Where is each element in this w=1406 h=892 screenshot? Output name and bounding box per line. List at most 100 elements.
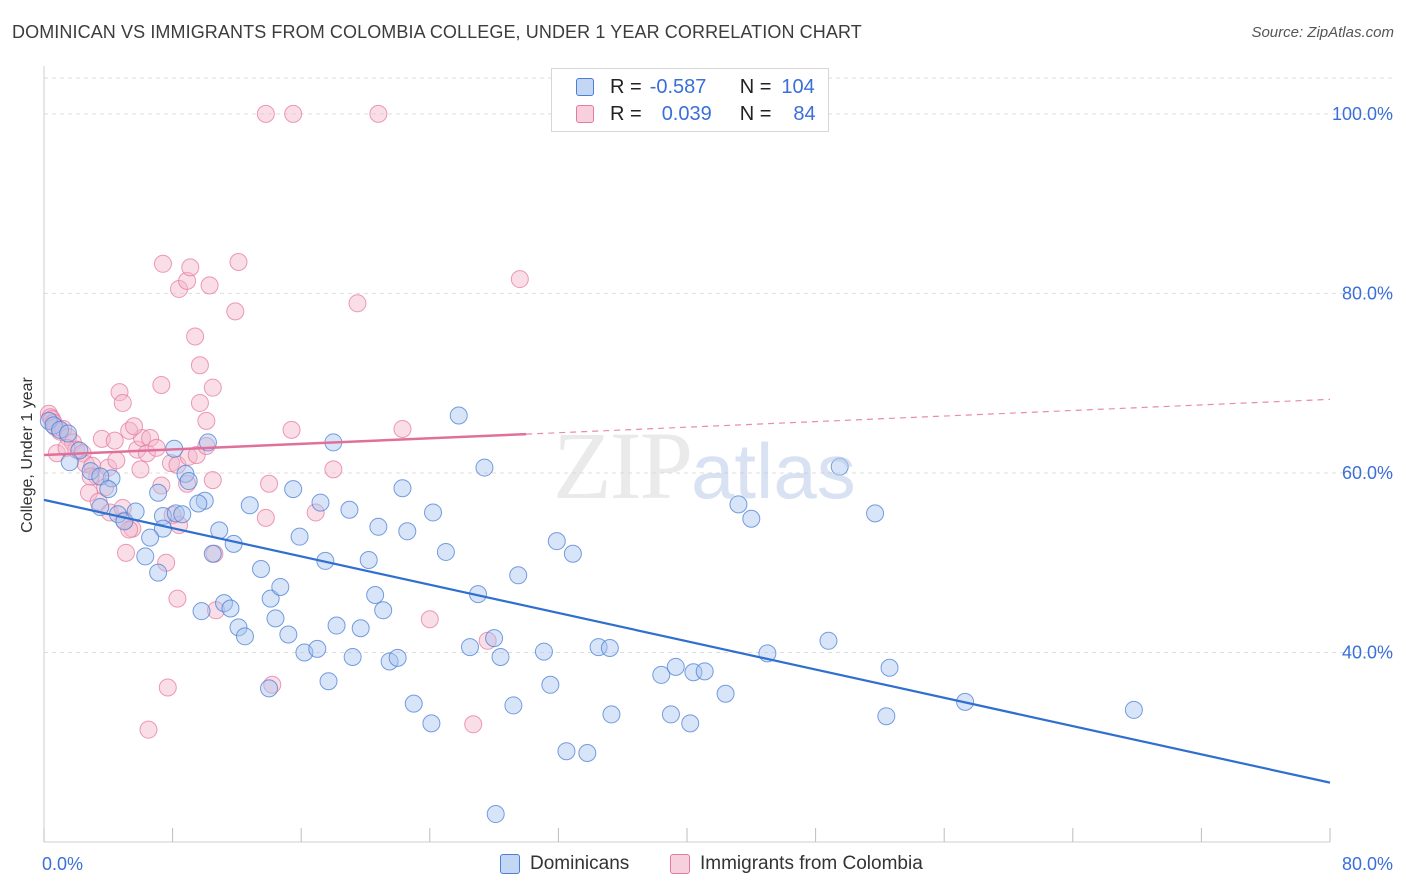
- colombia-point: [284, 104, 303, 123]
- dominican-point: [81, 462, 100, 481]
- dominican-point: [59, 424, 78, 443]
- y-tick-label: 80.0%: [1342, 283, 1393, 303]
- dominican-point: [486, 805, 505, 824]
- dominican-point: [742, 509, 761, 528]
- colombia-point: [125, 417, 144, 436]
- colombia-point: [161, 454, 180, 473]
- dominican-point: [695, 662, 714, 681]
- stats-legend-row-dominicans: R = -0.587 N = 104: [576, 75, 815, 99]
- x-tick-label: 80.0%: [1342, 854, 1393, 874]
- watermark-atlas: atlas: [691, 427, 856, 515]
- colombia-point: [113, 393, 132, 412]
- colombia-point: [178, 271, 197, 290]
- dominican-point: [149, 483, 168, 502]
- dominican-point: [141, 528, 160, 547]
- dominican-point: [359, 551, 378, 570]
- colombia-point: [137, 444, 156, 463]
- dominican-point: [240, 496, 259, 515]
- dominican-point: [99, 480, 118, 499]
- colombia-point: [282, 420, 301, 439]
- dominican-point: [877, 707, 896, 726]
- colombia-point: [116, 543, 135, 562]
- dominican-point: [388, 648, 407, 667]
- dominican-point: [284, 480, 303, 499]
- r-label: R =: [610, 102, 642, 125]
- dominican-point: [91, 467, 110, 486]
- dominican-point: [475, 458, 494, 477]
- chart-title: DOMINICAN VS IMMIGRANTS FROM COLOMBIA CO…: [12, 22, 862, 42]
- stats-legend-row-colombia: R = 0.039 N = 84: [576, 102, 816, 126]
- y-tick-label: 40.0%: [1342, 642, 1393, 662]
- dominican-point: [126, 502, 145, 521]
- dominican-point: [602, 705, 621, 724]
- dominican-point: [44, 416, 63, 435]
- trend-line: [43, 498, 1331, 784]
- colombia-point: [110, 383, 129, 402]
- y-axis-label: College, Under 1 year: [19, 377, 36, 533]
- colombia-point: [80, 483, 99, 502]
- dominican-point: [819, 631, 838, 650]
- dominican-point: [880, 658, 899, 677]
- blue-swatch-icon: [576, 78, 594, 96]
- dominican-point: [252, 559, 271, 578]
- colombia-point: [306, 503, 325, 522]
- dominican-point: [424, 503, 443, 522]
- r-label: R =: [610, 75, 642, 98]
- dominican-point: [716, 684, 735, 703]
- colombia-point: [81, 467, 100, 486]
- dominican-point: [404, 694, 423, 713]
- dominican-point: [729, 495, 748, 514]
- colombia-point: [324, 460, 343, 479]
- colombia-point: [260, 474, 279, 493]
- dominican-point: [422, 714, 441, 733]
- colombia-point: [510, 270, 529, 289]
- n-label: N =: [739, 102, 772, 125]
- dominican-point: [189, 494, 208, 513]
- dominican-point: [366, 586, 385, 605]
- colombia-point: [158, 678, 177, 697]
- dominican-point: [221, 599, 240, 618]
- n-label: N =: [739, 75, 772, 98]
- dominican-point: [578, 744, 597, 763]
- dominican-point: [485, 629, 504, 648]
- colombia-point: [186, 327, 205, 346]
- dominican-point: [308, 639, 327, 658]
- dominican-point: [1124, 700, 1143, 719]
- colombia-point: [256, 508, 275, 527]
- x-tick-label: 0.0%: [42, 854, 83, 874]
- colombia-point: [105, 431, 124, 450]
- colombia-point: [464, 715, 483, 734]
- dominican-point: [260, 679, 279, 698]
- colombia-point: [200, 276, 219, 295]
- stats-legend: R = -0.587 N = 104 R = 0.039 N = 84: [551, 68, 829, 132]
- dominican-point: [830, 457, 849, 476]
- y-tick-label: 100.0%: [1332, 104, 1393, 124]
- dominican-point: [393, 479, 412, 498]
- colombia-point: [153, 254, 172, 273]
- dominican-point: [534, 642, 553, 661]
- dominican-point: [436, 542, 455, 561]
- colombia-point: [190, 356, 209, 375]
- colombia-point: [131, 460, 150, 479]
- dominican-point: [60, 453, 79, 472]
- dominican-point: [547, 532, 566, 551]
- watermark-zip: ZIP: [553, 412, 693, 519]
- dominican-point: [600, 638, 619, 657]
- dominican-point: [327, 616, 346, 635]
- colombia-point: [420, 610, 439, 629]
- colombia-point: [190, 393, 209, 412]
- legend-label: Dominicans: [530, 853, 630, 874]
- trend-line-extension: [526, 398, 1331, 435]
- colombia-point: [187, 446, 206, 464]
- colombia-point: [393, 419, 412, 438]
- dominican-point: [504, 696, 523, 715]
- dominican-point: [563, 544, 582, 563]
- dominican-point: [866, 504, 885, 523]
- dominican-point: [374, 601, 393, 620]
- colombia-point: [263, 675, 282, 694]
- dominican-point: [661, 705, 680, 724]
- dominican-point: [235, 627, 254, 646]
- colombia-point: [181, 258, 200, 277]
- dominican-point: [343, 647, 362, 666]
